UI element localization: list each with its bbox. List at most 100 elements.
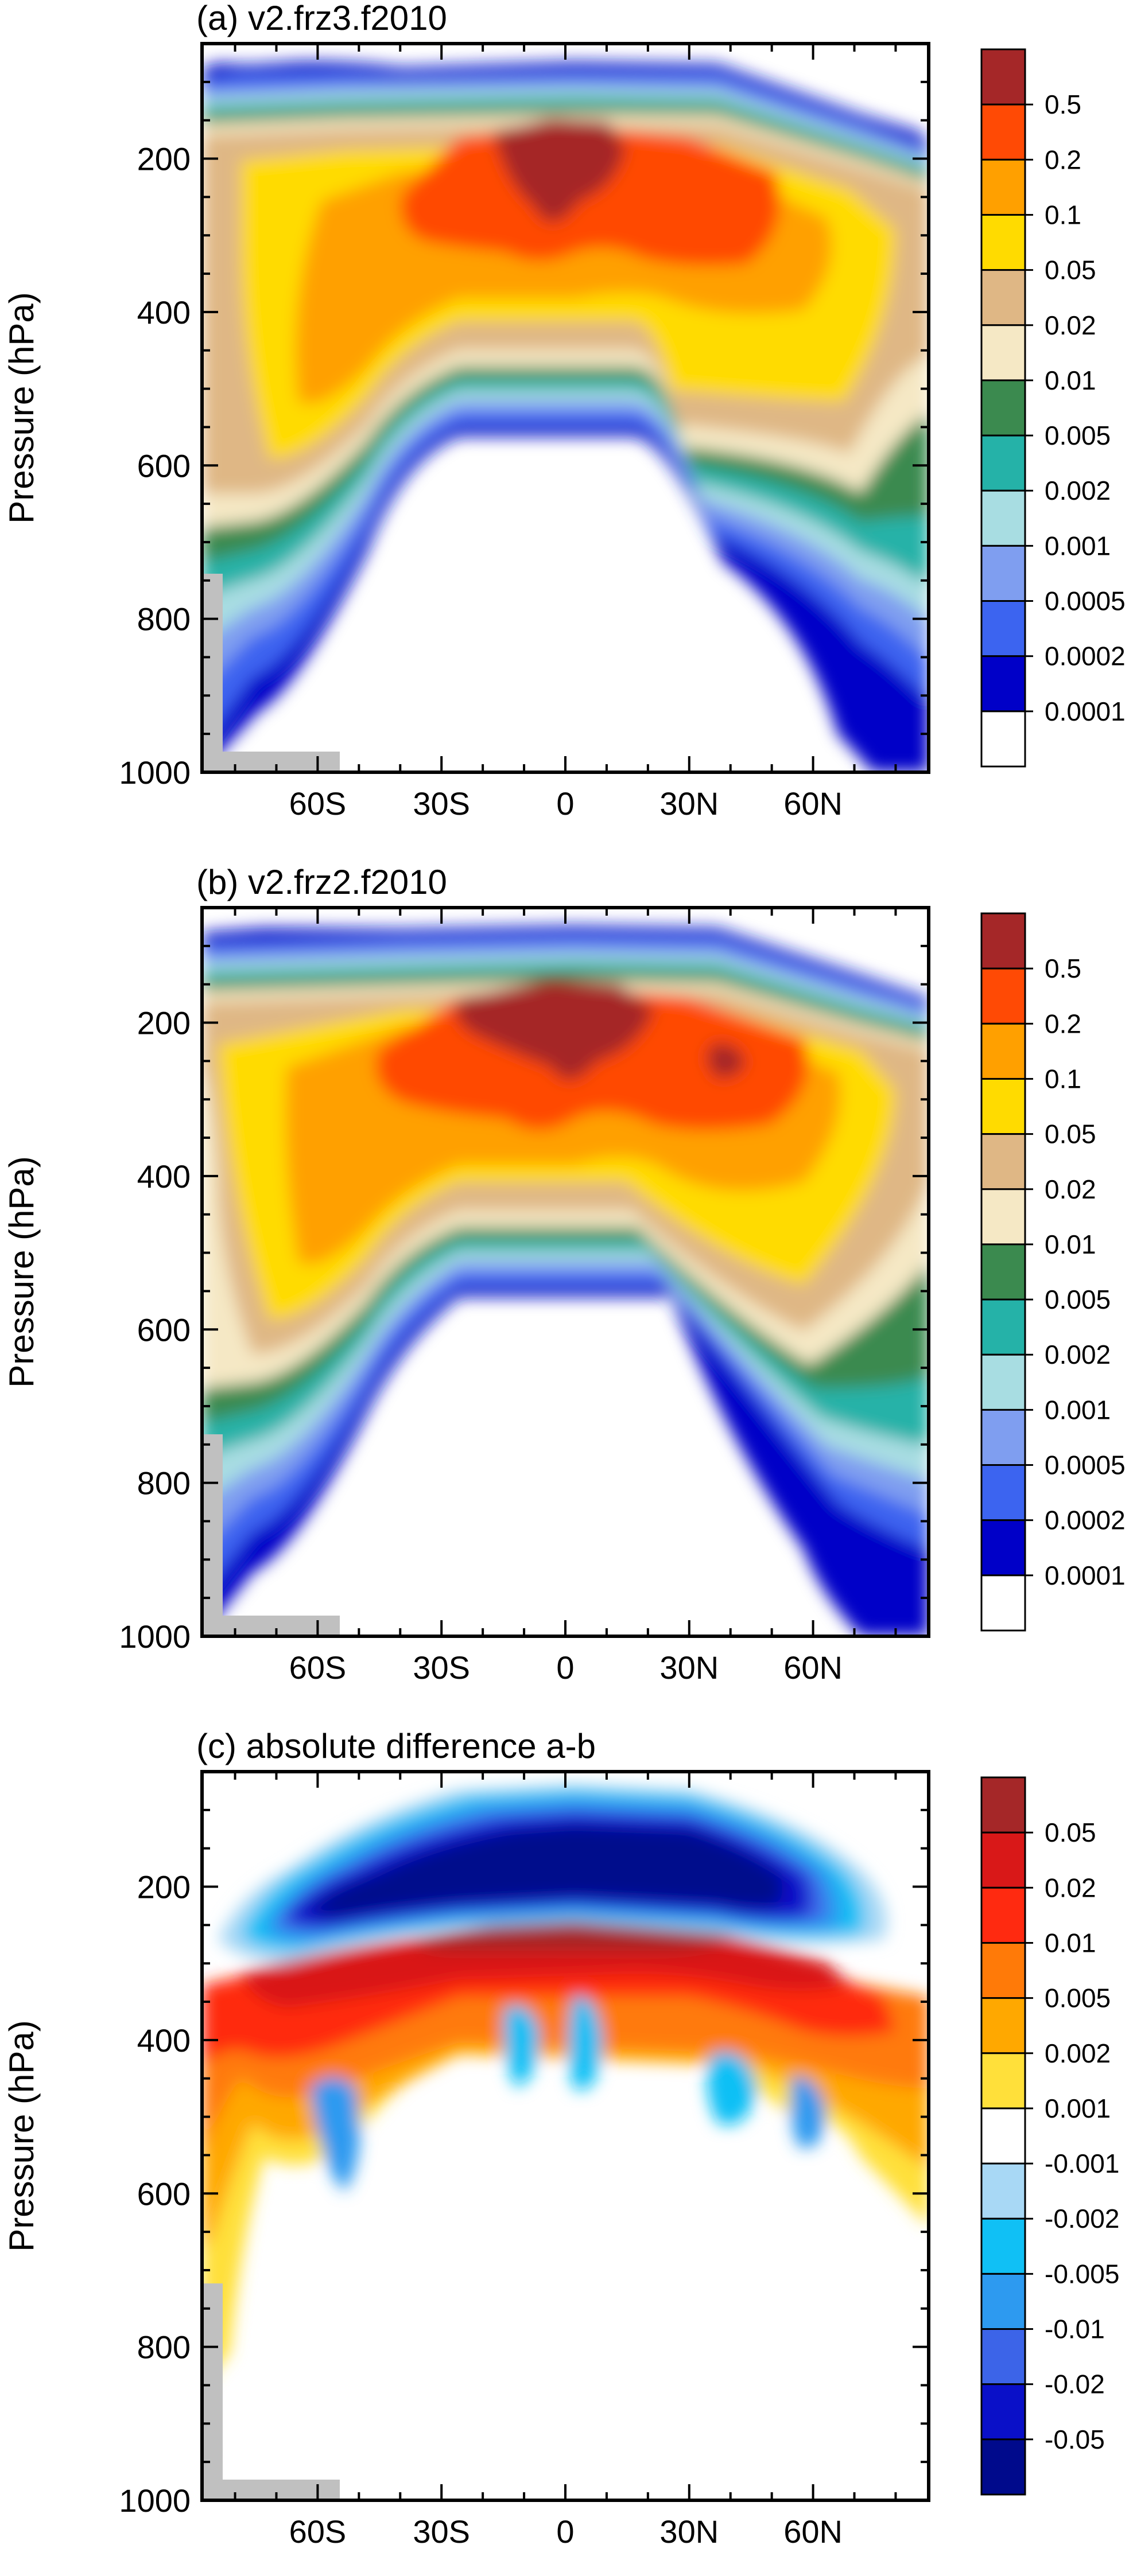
panel-b-x-tick-labels: 60S 30S 0 30N 60N [289, 1649, 843, 1686]
colorbar-swatch [980, 912, 1026, 970]
y-tick-label: 200 [137, 141, 191, 177]
colorbar-label: 0.05 [1045, 1818, 1096, 1847]
colorbar-swatch [980, 655, 1026, 713]
colorbar-swatch [980, 1997, 1026, 2054]
colorbar-label: 0.0005 [1045, 586, 1126, 616]
colorbar-swatch [980, 1776, 1026, 1834]
colorbar-label: 0.01 [1045, 1229, 1096, 1259]
colorbar-label: 0.2 [1045, 145, 1081, 174]
y-tick-label: 1000 [119, 754, 191, 791]
panel-b-contours [202, 926, 929, 1636]
colorbar-swatch [980, 2217, 1026, 2275]
colorbar-swatch [980, 158, 1026, 216]
panel-b-ticks [202, 908, 929, 1637]
contour-0.5-secondary [707, 1043, 746, 1079]
colorbar-label: 0.5 [1045, 954, 1081, 983]
panel-c-contours [202, 1784, 929, 2500]
colorbar-label: 0.0002 [1045, 641, 1126, 671]
x-tick-label: 30S [413, 785, 470, 822]
y-tick-label: 1000 [119, 2482, 191, 2519]
panel-c-title: (c) absolute difference a-b [196, 1727, 596, 1765]
x-tick-label: 60S [289, 1649, 347, 1686]
colorbar-swatch [980, 379, 1026, 437]
x-tick-label: 0 [556, 1649, 574, 1686]
panel-a-ylabel: Pressure (hPa) [2, 292, 41, 523]
colorbar-label: 0.0005 [1045, 1450, 1126, 1480]
panel-a-y-tick-labels: 200 400 600 800 1000 [119, 141, 191, 791]
contour-0.5 [494, 118, 626, 223]
colorbar-label: 0.005 [1045, 1285, 1111, 1314]
panel-a-colorbar: 0.5 0.2 0.1 0.05 0.02 0.01 0.005 0.002 0.001 0.00… [980, 48, 1126, 768]
colorbar-swatch [980, 1574, 1026, 1632]
colorbar-swatch [980, 967, 1026, 1025]
x-tick-label: 0 [556, 2513, 574, 2550]
terrain-mask-vertical [202, 574, 223, 772]
panel-c-x-tick-labels: 60S 30S 0 30N 60N [289, 2513, 843, 2550]
colorbar-swatch [980, 2107, 1026, 2165]
colorbar-label: 0.2 [1045, 1009, 1081, 1038]
colorbar-swatch [980, 710, 1026, 768]
colorbar-label: 0.002 [1045, 2038, 1111, 2068]
colorbar-label: 0.01 [1045, 1928, 1096, 1958]
colorbar-label: 0.005 [1045, 1983, 1111, 2013]
colorbar-swatch [980, 1408, 1026, 1466]
y-tick-label: 200 [137, 1005, 191, 1041]
colorbar-label: 0.001 [1045, 2094, 1111, 2123]
panel-c: (c) absolute difference a-b [2, 1727, 1119, 2550]
colorbar-swatch [980, 1353, 1026, 1411]
colorbar-swatch [980, 434, 1026, 492]
x-tick-label: 30S [413, 2513, 470, 2550]
colorbar-label: -0.005 [1045, 2259, 1119, 2289]
colorbar-swatch [980, 1133, 1026, 1190]
x-tick-label: 30N [659, 2513, 719, 2550]
colorbar-label: 0.01 [1045, 365, 1096, 395]
panel-a-title: (a) v2.frz3.f2010 [196, 0, 447, 37]
colorbar-swatch [980, 2273, 1026, 2330]
colorbar-swatch [980, 2383, 1026, 2441]
terrain-mask-vertical [202, 2283, 223, 2500]
terrain-mask-vertical [202, 1434, 223, 1636]
colorbar-label: 0.05 [1045, 1119, 1096, 1149]
contour-neg-streak [310, 2077, 360, 2192]
colorbar-swatch [980, 2052, 1026, 2110]
panel-c-colorbar: 0.05 0.02 0.01 0.005 0.002 0.001 -0.001 -0.002 -… [980, 1776, 1119, 2496]
colorbar-swatch [980, 1464, 1026, 1522]
x-tick-label: 30S [413, 1649, 470, 1686]
colorbar-swatch [980, 544, 1026, 602]
colorbar-swatch [980, 1243, 1026, 1301]
x-tick-label: 0 [556, 785, 574, 822]
colorbar-label: 0.001 [1045, 1395, 1111, 1425]
colorbar-swatch [980, 269, 1026, 326]
colorbar-label: 0.05 [1045, 255, 1096, 285]
x-tick-label: 30N [659, 785, 719, 822]
y-tick-label: 600 [137, 2176, 191, 2212]
colorbar-swatch [980, 2438, 1026, 2496]
colorbar-swatch [980, 213, 1026, 271]
panel-b-colorbar: 0.5 0.2 0.1 0.05 0.02 0.01 0.005 0.002 0.001 0.00… [980, 912, 1126, 1632]
y-tick-label: 600 [137, 1312, 191, 1348]
contour-0.05 [413, 1922, 735, 1951]
panel-b-title: (b) v2.frz2.f2010 [196, 863, 447, 901]
contour-neg-0.05 [310, 1826, 783, 1916]
colorbar-swatch [980, 1077, 1026, 1135]
colorbar-swatch [980, 1941, 1026, 1999]
panel-c-y-tick-labels: 200 400 600 800 1000 [119, 1869, 191, 2519]
colorbar-swatch [980, 48, 1026, 106]
contour-neg-streak [790, 2076, 827, 2148]
colorbar-swatch [980, 1188, 1026, 1246]
y-tick-label: 1000 [119, 1618, 191, 1655]
colorbar-label: 0.002 [1045, 1340, 1111, 1369]
y-tick-label: 200 [137, 1869, 191, 1905]
colorbar-label: 0.0001 [1045, 1561, 1126, 1590]
colorbar-label: -0.02 [1045, 2369, 1105, 2399]
y-tick-label: 400 [137, 2022, 191, 2059]
panel-c-ylabel: Pressure (hPa) [2, 2020, 41, 2251]
colorbar-swatch [980, 2162, 1026, 2220]
y-tick-label: 800 [137, 2329, 191, 2365]
colorbar-swatch [980, 1831, 1026, 1889]
colorbar-label: 0.1 [1045, 1064, 1081, 1094]
x-tick-label: 60S [289, 2513, 347, 2550]
